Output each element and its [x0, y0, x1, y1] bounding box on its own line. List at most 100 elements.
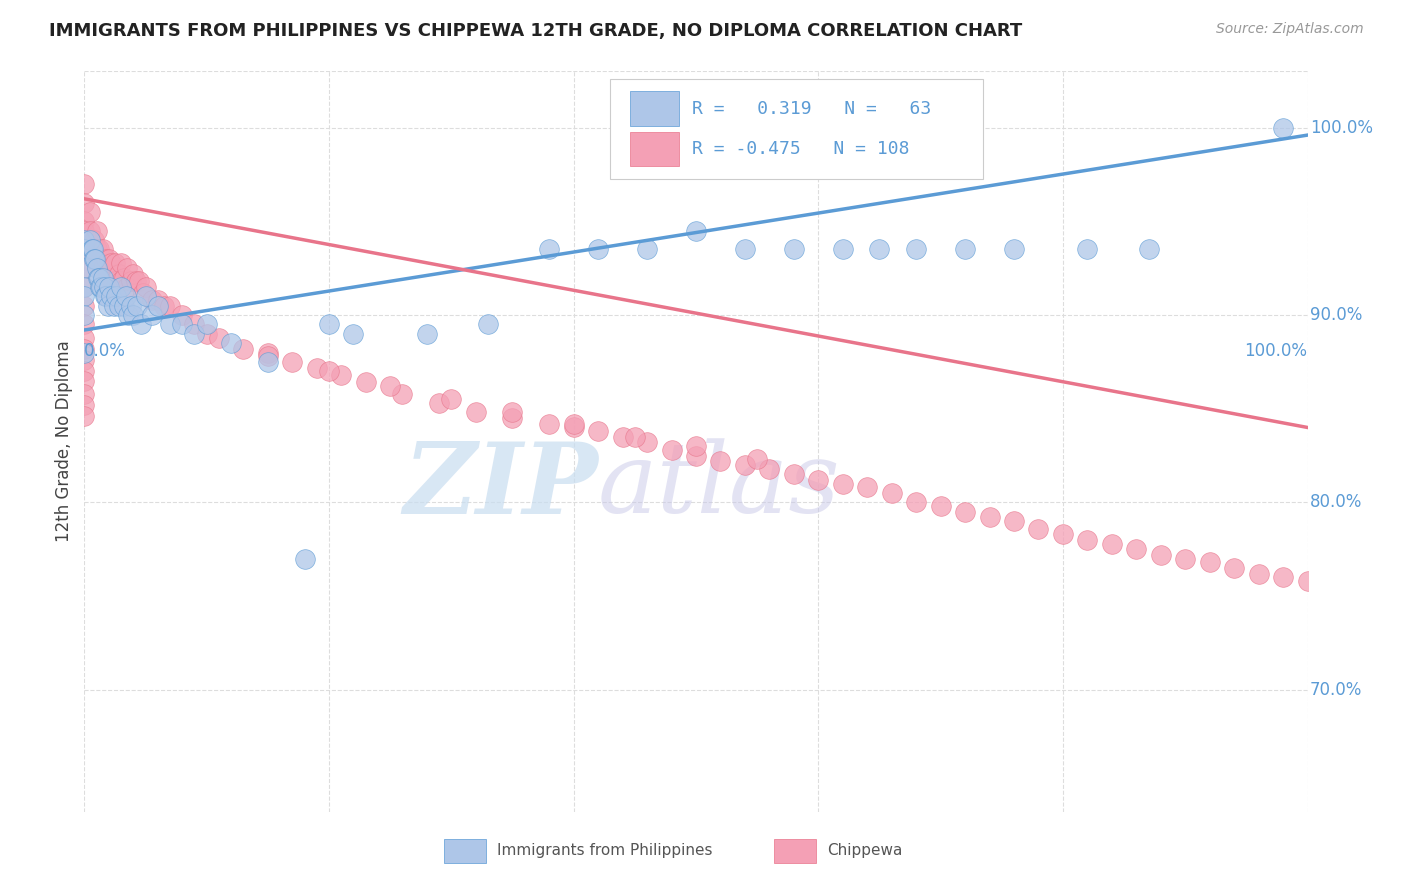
- Point: [1101, 537, 1123, 551]
- Point: [110, 255, 132, 269]
- Point: [107, 299, 129, 313]
- Point: [586, 243, 609, 257]
- Point: [562, 420, 585, 434]
- Point: [141, 293, 163, 307]
- Point: [115, 280, 138, 294]
- Point: [120, 274, 142, 288]
- Point: [172, 308, 194, 322]
- Point: [125, 274, 148, 288]
- Point: [96, 289, 118, 303]
- Point: [93, 280, 115, 294]
- Point: [562, 417, 585, 431]
- Point: [880, 486, 903, 500]
- Point: [624, 430, 647, 444]
- Point: [734, 243, 756, 257]
- Point: [257, 355, 280, 369]
- Point: [73, 177, 96, 191]
- Point: [122, 267, 145, 281]
- Point: [380, 379, 402, 393]
- Point: [82, 243, 104, 257]
- Point: [73, 243, 96, 257]
- Point: [538, 417, 561, 431]
- Point: [734, 458, 756, 472]
- Point: [538, 243, 561, 257]
- Text: ZIP: ZIP: [404, 438, 598, 534]
- Point: [183, 326, 205, 341]
- Point: [586, 424, 609, 438]
- Point: [91, 270, 114, 285]
- Point: [354, 376, 377, 390]
- Point: [122, 308, 145, 322]
- Point: [979, 510, 1001, 524]
- Point: [1272, 570, 1295, 584]
- Point: [129, 318, 152, 332]
- Point: [1223, 561, 1246, 575]
- Text: Immigrants from Philippines: Immigrants from Philippines: [496, 844, 711, 858]
- Point: [905, 495, 928, 509]
- Point: [1296, 574, 1319, 589]
- Text: Source: ZipAtlas.com: Source: ZipAtlas.com: [1216, 22, 1364, 37]
- Text: atlas: atlas: [598, 438, 841, 533]
- Point: [97, 280, 120, 294]
- Point: [73, 289, 96, 303]
- Point: [73, 280, 96, 294]
- Point: [783, 467, 806, 482]
- Point: [1198, 556, 1220, 570]
- FancyBboxPatch shape: [610, 78, 983, 178]
- Text: Chippewa: Chippewa: [827, 844, 903, 858]
- Point: [73, 280, 96, 294]
- Point: [112, 299, 135, 313]
- Point: [97, 299, 120, 313]
- Y-axis label: 12th Grade, No Diploma: 12th Grade, No Diploma: [55, 341, 73, 542]
- Text: 80.0%: 80.0%: [1310, 493, 1362, 511]
- Point: [96, 252, 118, 266]
- Point: [79, 224, 101, 238]
- Point: [636, 243, 658, 257]
- Point: [83, 233, 105, 247]
- Point: [612, 430, 634, 444]
- Point: [97, 270, 120, 285]
- Point: [1076, 533, 1098, 547]
- Point: [1125, 542, 1147, 557]
- Point: [79, 205, 101, 219]
- Point: [905, 243, 928, 257]
- FancyBboxPatch shape: [444, 839, 485, 863]
- Point: [107, 267, 129, 281]
- Point: [110, 274, 132, 288]
- Point: [104, 274, 127, 288]
- Text: R = -0.475   N = 108: R = -0.475 N = 108: [692, 140, 910, 159]
- Point: [146, 293, 169, 307]
- Point: [125, 299, 148, 313]
- Point: [87, 270, 110, 285]
- Text: 100.0%: 100.0%: [1244, 342, 1308, 359]
- Point: [86, 261, 108, 276]
- Point: [477, 318, 499, 332]
- Point: [685, 224, 707, 238]
- Text: 0.0%: 0.0%: [84, 342, 127, 359]
- Point: [783, 243, 806, 257]
- Point: [391, 386, 413, 401]
- Point: [87, 243, 110, 257]
- Point: [89, 280, 111, 294]
- Point: [1002, 514, 1025, 528]
- Text: IMMIGRANTS FROM PHILIPPINES VS CHIPPEWA 12TH GRADE, NO DIPLOMA CORRELATION CHART: IMMIGRANTS FROM PHILIPPINES VS CHIPPEWA …: [49, 22, 1022, 40]
- Point: [73, 409, 96, 424]
- Point: [73, 308, 96, 322]
- Point: [427, 396, 450, 410]
- Point: [146, 299, 169, 313]
- Point: [105, 289, 128, 303]
- Point: [953, 505, 976, 519]
- Point: [104, 255, 127, 269]
- Point: [1052, 527, 1074, 541]
- Point: [73, 299, 96, 313]
- Text: R =   0.319   N =   63: R = 0.319 N = 63: [692, 100, 932, 118]
- Point: [318, 364, 340, 378]
- Point: [86, 261, 108, 276]
- Point: [80, 243, 103, 257]
- Point: [219, 336, 242, 351]
- Point: [84, 252, 107, 266]
- Point: [73, 224, 96, 238]
- Text: 70.0%: 70.0%: [1310, 681, 1362, 699]
- Point: [1174, 551, 1197, 566]
- Point: [73, 261, 96, 276]
